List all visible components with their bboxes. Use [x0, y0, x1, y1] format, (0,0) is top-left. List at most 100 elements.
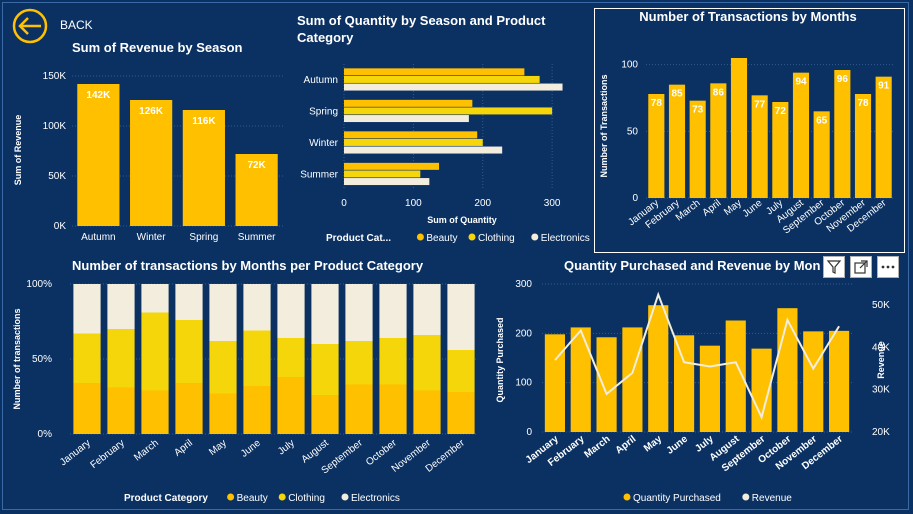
y-tick-label: Autumn	[304, 75, 338, 86]
bar-segment	[447, 392, 475, 434]
bar	[622, 327, 643, 432]
x-tick-label: March	[582, 434, 612, 461]
x-tick-label: Autumn	[81, 232, 115, 243]
bar-segment	[107, 387, 135, 434]
x-tick-label: Summer	[238, 232, 276, 243]
bar-segment	[311, 344, 339, 395]
bar-segment	[141, 390, 169, 434]
y-tick-label: 50%	[32, 354, 52, 365]
x-tick-label: 100	[405, 198, 422, 209]
x-tick-label: March	[132, 438, 161, 464]
quantity-by-season-category-chart: Sum of Quantity by Season and Product Ca…	[297, 13, 590, 244]
legend-title: Product Category	[124, 493, 208, 504]
legend-entry: Beauty	[237, 493, 268, 504]
bar	[77, 84, 120, 226]
bar	[130, 100, 173, 226]
legend-marker	[278, 493, 286, 501]
back-label[interactable]: BACK	[60, 18, 93, 32]
y-tick-label: 0%	[38, 429, 53, 440]
chart-title: Sum of Revenue by Season	[72, 40, 243, 55]
y-tick-label: 100%	[26, 279, 52, 290]
legend-entry: Clothing	[478, 233, 515, 244]
bar-segment	[413, 284, 441, 335]
y-axis-title: Number of transactions	[12, 308, 22, 409]
data-label: 77	[754, 99, 766, 110]
y2-axis-title: Revenue	[876, 341, 886, 379]
focus-mode-button[interactable]	[850, 256, 872, 278]
x-tick-label: June	[239, 437, 263, 459]
bar	[344, 146, 503, 154]
bar-segment	[447, 284, 475, 350]
x-tick-label: Spring	[189, 232, 218, 243]
bar-segment	[175, 284, 203, 320]
y-tick-label: 50K	[48, 171, 66, 182]
bar-segment	[311, 284, 339, 344]
bar	[772, 102, 789, 198]
bar-segment	[175, 383, 203, 434]
filter-button[interactable]	[823, 256, 845, 278]
bar	[648, 94, 665, 198]
legend-entry: Revenue	[752, 493, 792, 504]
legend-marker	[227, 493, 235, 501]
legend-marker	[341, 493, 349, 501]
bar	[689, 100, 706, 198]
x-tick-label: December	[424, 437, 468, 474]
y-tick-label: Winter	[309, 138, 339, 149]
legend-title: Product Cat...	[326, 233, 391, 244]
legend-marker	[416, 233, 424, 241]
data-label: 65	[816, 115, 828, 126]
bar	[596, 337, 617, 432]
y-axis-title: Sum of Revenue	[13, 115, 23, 186]
y-tick-label: Spring	[309, 106, 338, 117]
bar-segment	[345, 384, 373, 434]
bar	[854, 94, 872, 198]
bar-segment	[73, 284, 101, 334]
y-tick-label: 100K	[43, 121, 67, 132]
data-label: 94	[795, 77, 807, 88]
chart-title: Quantity Purchased and Revenue by Mon	[564, 258, 820, 273]
bar	[344, 131, 478, 139]
bar-segment	[345, 284, 373, 341]
y-tick-label: 200	[515, 328, 532, 339]
bar	[813, 111, 830, 198]
bar-segment	[73, 383, 101, 434]
bar-segment	[209, 284, 237, 341]
y-tick-label: Summer	[300, 169, 338, 180]
back-button[interactable]	[10, 8, 50, 44]
bar-segment	[447, 350, 475, 392]
legend-entry: Beauty	[426, 233, 457, 244]
bar	[570, 327, 591, 432]
y-tick-label: 300	[515, 279, 532, 290]
data-label: 96	[837, 74, 849, 85]
y-axis-title: Quantity Purchased	[495, 317, 505, 402]
filter-icon	[826, 260, 842, 274]
y-axis-title: Number of Transactions	[599, 74, 609, 177]
y-tick-label: 0K	[54, 221, 67, 232]
bar	[803, 331, 824, 432]
revenue-by-season-chart: Sum of Revenue by Season Sum of Revenue …	[13, 40, 283, 243]
legend-entry: Quantity Purchased	[633, 493, 721, 504]
data-label: 72K	[247, 160, 266, 171]
data-label: 85	[671, 89, 683, 100]
bar	[674, 335, 695, 432]
bar	[751, 95, 768, 198]
chart-title-line-1: Sum of Quantity by Season and Product	[297, 13, 546, 28]
bar	[235, 154, 278, 226]
bar-segment	[413, 390, 441, 434]
bar-segment	[141, 284, 169, 313]
x-axis-title: Sum of Quantity	[427, 215, 497, 225]
transactions-pct-by-month-category-chart: Number of transactions by Months per Pro…	[12, 258, 478, 504]
more-options-icon	[881, 265, 895, 269]
bar	[344, 75, 540, 83]
legend-entry: Electronics	[351, 493, 400, 504]
bar	[344, 107, 553, 115]
bar-segment	[107, 329, 135, 388]
bar	[699, 345, 720, 432]
x-tick-label: May	[722, 198, 744, 218]
more-options-button[interactable]	[877, 256, 899, 278]
bar	[544, 334, 565, 432]
bar	[792, 72, 810, 198]
data-label: 91	[878, 81, 890, 92]
bar	[344, 162, 440, 170]
bar	[834, 70, 851, 198]
